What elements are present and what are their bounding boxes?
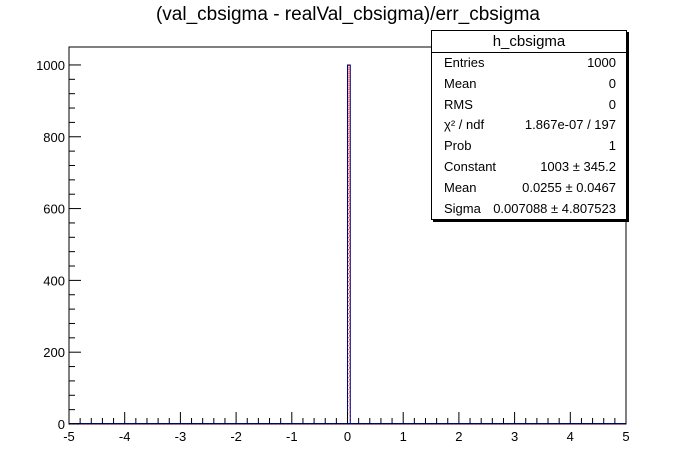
stats-row: Mean 0	[432, 74, 626, 95]
stats-row: RMS 0	[432, 95, 626, 116]
y-tick-label: 800	[43, 130, 65, 145]
stats-row: Entries 1000	[432, 53, 626, 74]
x-tick-label: -4	[119, 429, 131, 444]
stats-value: 1003 ± 345.2	[540, 158, 616, 174]
histogram-bar	[347, 64, 351, 424]
stats-value: 0	[608, 96, 616, 112]
x-tick-label: 1	[400, 429, 407, 444]
y-tick-label: 600	[43, 202, 65, 217]
stats-value: 1000	[587, 55, 616, 70]
stats-label: Sigma	[444, 200, 481, 216]
stats-value: 1	[608, 138, 616, 154]
stats-row: χ² / ndf 1.867e-07 / 197	[432, 115, 626, 136]
chart-title: (val_cbsigma - realVal_cbsigma)/err_cbsi…	[155, 4, 540, 25]
stats-label: Prob	[444, 138, 472, 154]
y-tick-label: 200	[43, 345, 65, 360]
stats-label: RMS	[444, 96, 473, 112]
x-tick-label: 4	[567, 429, 574, 444]
x-tick-label: 5	[622, 429, 629, 444]
x-tick-label: -2	[230, 429, 242, 444]
stats-row: Sigma 0.007088 ± 4.807523	[432, 199, 626, 220]
stats-value: 0	[608, 75, 616, 91]
stats-label: Entries	[444, 55, 485, 70]
stats-value: 0.007088 ± 4.807523	[493, 200, 616, 216]
stats-label: χ² / ndf	[444, 117, 485, 133]
stats-row: Prob 1	[432, 136, 626, 157]
stats-value: 0.0255 ± 0.0467	[522, 179, 616, 195]
stats-box-title: h_cbsigma	[432, 31, 626, 53]
x-tick-label: 0	[344, 429, 351, 444]
stats-label: Constant	[444, 158, 497, 174]
stats-row: Constant 1003 ± 345.2	[432, 157, 626, 178]
x-tick-label: -3	[175, 429, 187, 444]
stats-value: 1.867e-07 / 197	[524, 117, 616, 133]
stats-box: h_cbsigma Entries 1000 Mean 0 RMS 0 χ² / ndf 1.…	[431, 30, 627, 220]
x-tick-label: 2	[455, 429, 462, 444]
stats-row: Mean 0.0255 ± 0.0467	[432, 178, 626, 199]
x-tick-label: -5	[63, 429, 75, 444]
stats-label: Mean	[444, 75, 477, 91]
stats-label: Mean	[444, 179, 477, 195]
y-tick-label: 1000	[36, 58, 65, 73]
y-tick-label: 0	[58, 417, 65, 432]
y-tick-label: 400	[43, 273, 65, 288]
x-tick-label: -1	[286, 429, 298, 444]
x-tick-label: 3	[511, 429, 518, 444]
